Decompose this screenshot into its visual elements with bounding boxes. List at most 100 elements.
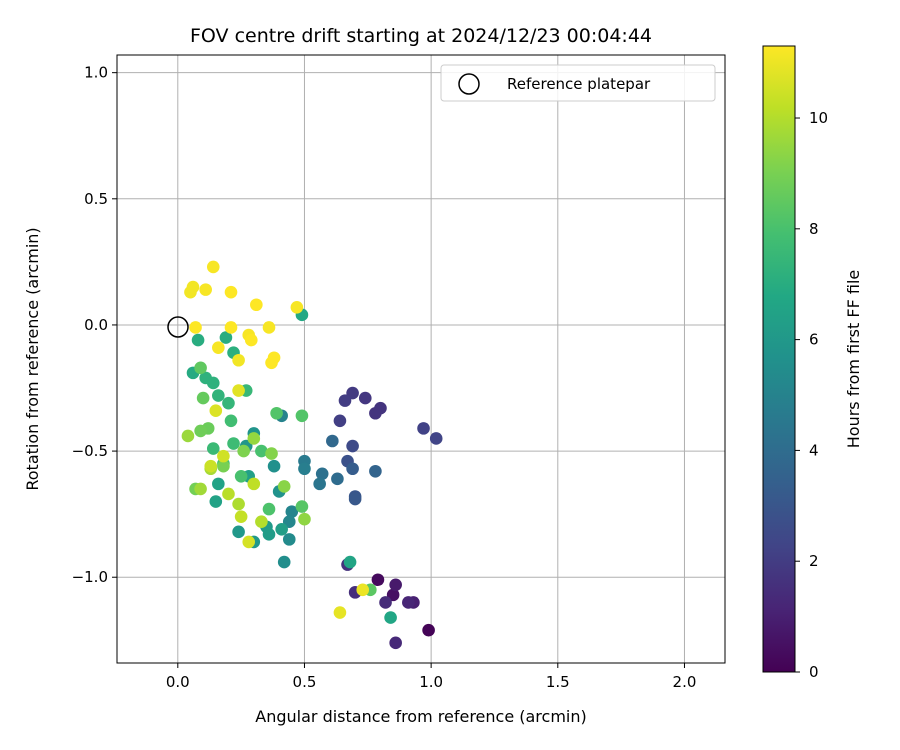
legend-open-circle-icon	[458, 73, 480, 95]
data-point	[326, 434, 339, 448]
data-point	[194, 424, 207, 438]
colorbar-tick-label: 8	[809, 220, 819, 238]
x-axis-label: Angular distance from reference (arcmin)	[255, 707, 586, 726]
data-point	[206, 442, 220, 455]
y-axis-label: Rotation from reference (arcmin)	[23, 227, 42, 490]
data-point	[290, 300, 304, 314]
data-point	[346, 439, 359, 453]
data-point	[369, 464, 382, 478]
legend: Reference platepar	[440, 64, 716, 102]
x-tick-label: 1.0	[419, 673, 443, 691]
data-points	[181, 260, 443, 650]
data-point	[224, 414, 238, 428]
data-point	[343, 555, 357, 569]
data-point	[181, 429, 195, 443]
data-point	[422, 623, 435, 637]
data-point	[232, 497, 245, 511]
data-point	[338, 394, 352, 407]
data-point	[191, 333, 205, 347]
data-point	[315, 467, 329, 481]
data-point	[250, 298, 263, 312]
data-point	[275, 522, 288, 536]
data-point	[212, 341, 225, 354]
data-point	[389, 578, 402, 592]
data-point	[298, 512, 311, 526]
data-point	[331, 472, 344, 486]
data-point	[234, 510, 248, 523]
data-point	[247, 432, 261, 445]
data-point	[402, 596, 415, 609]
data-point	[295, 409, 309, 423]
x-tick-label: 0.5	[293, 673, 317, 691]
data-point	[265, 447, 278, 460]
grid	[117, 55, 725, 663]
data-point	[348, 492, 362, 506]
colorbar-tick-label: 2	[809, 552, 819, 570]
data-point	[369, 406, 382, 420]
data-point	[232, 353, 245, 367]
data-point	[333, 606, 347, 619]
data-point	[194, 482, 207, 496]
data-point	[282, 533, 296, 546]
data-point	[313, 477, 326, 491]
y-axis: 1.0 0.5 0.0 −0.5 −1.0	[72, 64, 117, 586]
data-point	[224, 285, 238, 299]
data-point	[333, 414, 347, 428]
data-point	[199, 283, 212, 296]
data-point	[204, 459, 218, 473]
data-point	[209, 404, 223, 418]
y-tick-label: −0.5	[72, 442, 108, 460]
chart-title: FOV centre drift starting at 2024/12/23 …	[190, 25, 652, 47]
data-point	[429, 432, 443, 445]
data-point	[295, 500, 309, 513]
colorbar-tick-label: 0	[809, 663, 819, 681]
data-point	[247, 477, 261, 491]
data-point	[232, 384, 245, 397]
plot-frame	[116, 54, 726, 664]
y-tick-label: −1.0	[72, 568, 108, 586]
data-point	[206, 376, 220, 390]
data-point	[212, 389, 225, 402]
data-point	[270, 406, 283, 420]
data-point	[417, 422, 430, 435]
data-point	[232, 525, 245, 539]
y-tick-label: 0.0	[84, 316, 108, 334]
data-point	[265, 356, 278, 370]
data-point	[194, 361, 207, 375]
data-point	[217, 459, 230, 473]
data-point	[206, 260, 220, 274]
data-point	[298, 462, 311, 476]
data-point	[356, 583, 370, 597]
data-point	[384, 611, 397, 624]
colorbar-axis: 0 2 4 6 8 10	[795, 109, 828, 681]
y-tick-label: 0.5	[84, 190, 108, 208]
data-point	[227, 437, 240, 450]
data-point	[224, 321, 238, 334]
colorbar-tick-label: 6	[809, 331, 819, 349]
data-point	[389, 636, 402, 650]
data-point	[234, 470, 248, 483]
data-point	[262, 528, 276, 541]
data-point	[189, 321, 202, 334]
data-point	[379, 596, 392, 609]
data-point	[262, 321, 276, 334]
data-point	[262, 502, 276, 516]
data-point	[371, 573, 385, 587]
data-point	[277, 555, 291, 569]
colorbar	[762, 45, 796, 673]
data-point	[358, 391, 372, 405]
x-tick-label: 2.0	[673, 673, 697, 691]
data-point	[277, 480, 291, 493]
colorbar-tick-label: 10	[809, 109, 828, 127]
data-point	[219, 331, 233, 344]
data-point	[222, 487, 235, 501]
data-point	[267, 459, 281, 473]
data-point	[196, 391, 210, 405]
colorbar-label: Hours from first FF file	[844, 270, 863, 449]
y-tick-label: 1.0	[84, 64, 108, 82]
data-point	[209, 495, 223, 508]
data-point	[217, 449, 230, 463]
x-axis: 0.0 0.5 1.0 1.5 2.0	[166, 663, 697, 691]
reference-platepar-marker	[167, 316, 189, 338]
